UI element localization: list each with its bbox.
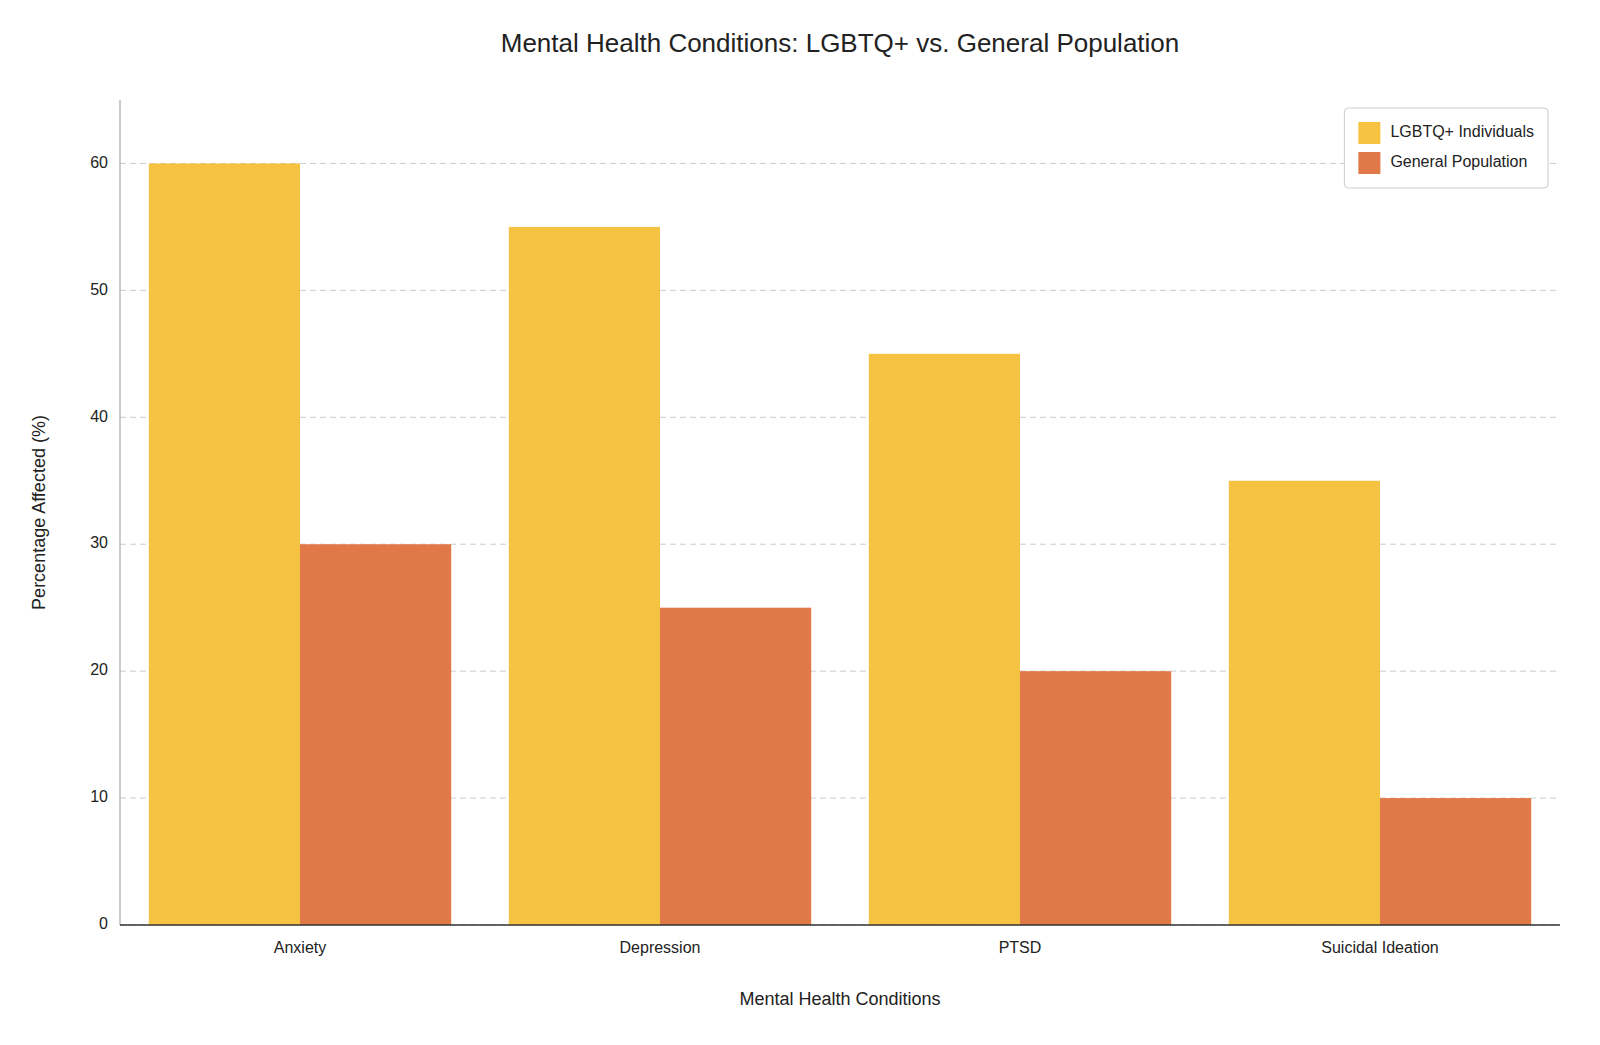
y-tick-label: 50 bbox=[90, 281, 108, 298]
bar bbox=[509, 227, 660, 925]
x-tick-label: Anxiety bbox=[274, 939, 326, 956]
y-tick-label: 40 bbox=[90, 408, 108, 425]
grid-line bbox=[120, 925, 1560, 926]
bar bbox=[1020, 671, 1171, 925]
y-tick-label: 30 bbox=[90, 534, 108, 551]
bar bbox=[1380, 798, 1531, 925]
legend-box bbox=[1344, 108, 1548, 188]
y-axis-line bbox=[120, 100, 121, 925]
grid-line bbox=[120, 290, 1560, 291]
bar bbox=[660, 608, 811, 925]
bar bbox=[1229, 481, 1380, 925]
x-tick-label: Depression bbox=[620, 939, 701, 956]
grid-line bbox=[120, 417, 1560, 418]
bar bbox=[300, 544, 451, 925]
x-axis-line bbox=[120, 924, 1560, 926]
bars bbox=[149, 163, 1531, 925]
bar bbox=[149, 163, 300, 925]
chart-container: 0 10 20 30 40 50 60 Anxiety Depression PTSD Suicid… bbox=[0, 0, 1600, 1045]
y-tick-label: 10 bbox=[90, 788, 108, 805]
x-axis-label: Mental Health Conditions bbox=[739, 989, 940, 1009]
legend-label: General Population bbox=[1390, 153, 1527, 170]
y-tick-label: 0 bbox=[99, 915, 108, 932]
title: Mental Health Conditions: LGBTQ+ vs. Gen… bbox=[501, 28, 1180, 58]
chart-svg: 0 10 20 30 40 50 60 Anxiety Depression PTSD Suicid… bbox=[0, 0, 1600, 1045]
x-tick-label: PTSD bbox=[999, 939, 1042, 956]
bar bbox=[869, 354, 1020, 925]
legend: LGBTQ+ Individuals General Population bbox=[1344, 108, 1548, 188]
y-tick-label: 20 bbox=[90, 661, 108, 678]
legend-swatch bbox=[1358, 152, 1380, 174]
legend-label: LGBTQ+ Individuals bbox=[1390, 123, 1534, 140]
y-tick-label: 60 bbox=[90, 154, 108, 171]
grid bbox=[120, 163, 1560, 925]
x-tick-label: Suicidal Ideation bbox=[1321, 939, 1438, 956]
y-axis-label: Percentage Affected (%) bbox=[29, 415, 49, 610]
legend-swatch bbox=[1358, 122, 1380, 144]
